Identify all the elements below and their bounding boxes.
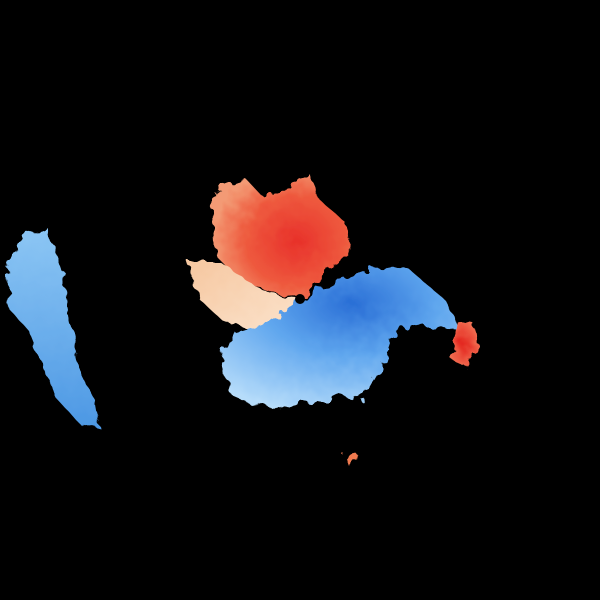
transition-region [188, 262, 300, 330]
outbound-velocity-region [220, 268, 460, 410]
small-echo [344, 453, 358, 464]
inbound-echo-east [450, 322, 478, 368]
inbound-velocity-region [212, 172, 352, 298]
radar-site [295, 294, 305, 304]
gap [350, 228, 395, 258]
echoes [8, 172, 478, 464]
outbound-echo-west [8, 228, 100, 428]
